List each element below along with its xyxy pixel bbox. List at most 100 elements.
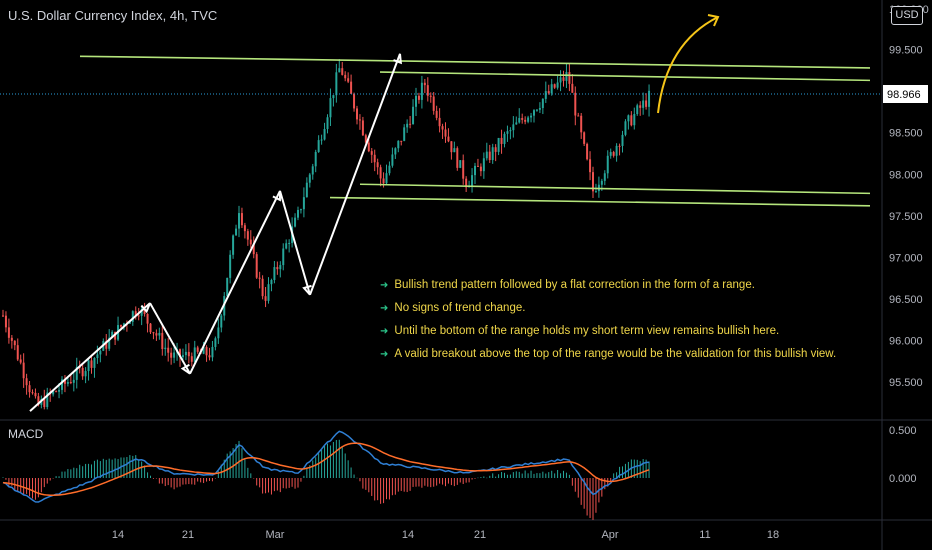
macd-histogram-bar — [253, 478, 255, 479]
macd-histogram-bar — [589, 478, 591, 518]
candle-body — [229, 254, 232, 278]
macd-histogram-bar — [622, 466, 623, 478]
macd-histogram-bar — [450, 478, 452, 486]
macd-histogram-bar — [203, 478, 205, 484]
macd-histogram-bar — [200, 478, 202, 483]
macd-histogram-bar — [456, 478, 458, 485]
macd-histogram-bar — [20, 478, 22, 493]
candle-body — [326, 117, 329, 130]
candle-body — [305, 182, 308, 198]
macd-histogram-bar — [368, 478, 370, 493]
macd-histogram-bar — [388, 478, 390, 500]
macd-histogram-bar — [329, 445, 331, 478]
candle-body — [279, 265, 282, 270]
candle-body — [193, 347, 196, 362]
candle-body — [69, 382, 72, 384]
macd-histogram-bar — [262, 478, 264, 494]
candle-body — [559, 77, 562, 83]
currency-badge[interactable]: USD — [891, 6, 923, 25]
macd-histogram-bar — [447, 478, 449, 484]
macd-histogram-bar — [176, 478, 178, 488]
macd-histogram-bar — [465, 478, 467, 483]
candle-body — [527, 117, 530, 122]
macd-histogram-bar — [150, 475, 151, 478]
candle-body — [214, 338, 217, 347]
candle-body — [238, 213, 240, 229]
macd-histogram-bar — [170, 478, 172, 488]
macd-histogram-bar — [217, 471, 219, 478]
macd-histogram-bar — [347, 460, 349, 478]
candle-body — [642, 100, 645, 108]
candle-body — [4, 315, 7, 328]
candle-body — [226, 277, 229, 297]
macd-histogram-bar — [173, 478, 175, 490]
macd-histogram-bar — [394, 478, 396, 495]
candle-body — [453, 148, 456, 153]
macd-histogram-bar — [11, 478, 13, 486]
candle-body — [379, 167, 382, 179]
macd-histogram-bar — [5, 478, 7, 480]
candle-body — [285, 243, 288, 249]
candle-body — [388, 165, 391, 174]
trend-arrow-segment — [309, 53, 401, 296]
macd-histogram-bar — [250, 473, 252, 478]
macd-histogram-bar — [291, 478, 293, 487]
macd-histogram-bar — [616, 472, 618, 478]
macd-histogram-bar — [256, 478, 258, 486]
macd-histogram-bar — [480, 477, 482, 478]
candle-body — [497, 137, 500, 152]
candle-body — [586, 143, 589, 160]
candle-body — [120, 325, 122, 327]
macd-histogram-bar — [270, 478, 272, 495]
candle-body — [556, 82, 559, 88]
macd-histogram-bar — [492, 473, 494, 478]
macd-histogram-bar — [430, 478, 432, 488]
range-line — [329, 196, 871, 207]
macd-histogram-bar — [241, 448, 243, 478]
macd-histogram-bar — [645, 459, 647, 478]
candle-body — [447, 136, 450, 142]
macd-histogram-bar — [557, 469, 559, 478]
candle-body — [46, 392, 49, 407]
candle-body — [645, 100, 648, 107]
candle-body — [485, 151, 488, 159]
candle-body — [500, 137, 503, 144]
macd-histogram-bar — [350, 467, 352, 478]
candle-body — [356, 108, 358, 120]
candle-body — [630, 115, 633, 126]
macd-histogram-bar — [29, 478, 31, 497]
candle-body — [533, 110, 535, 116]
candle-body — [603, 173, 606, 181]
macd-histogram-bar — [164, 478, 166, 487]
macd-histogram-bar — [468, 478, 470, 483]
candle-body — [270, 279, 273, 285]
candle-body — [474, 165, 476, 176]
macd-histogram-bar — [185, 478, 187, 485]
macd-histogram-bar — [397, 478, 399, 492]
macd-histogram-bar — [64, 471, 66, 478]
arrow-right-icon: ➜ — [380, 303, 389, 314]
x-tick-label: 21 — [474, 529, 486, 541]
candle-body — [612, 152, 615, 156]
arrow-head-icon — [140, 302, 151, 314]
macd-histogram-bar — [67, 469, 69, 478]
candle-body — [367, 142, 370, 152]
candle-body — [314, 151, 317, 167]
annotation-note-3: ➜ Until the bottom of the range holds my … — [380, 325, 850, 337]
macd-histogram-bar — [315, 457, 317, 478]
macd-histogram-bar — [209, 478, 210, 481]
x-tick-label: 14 — [402, 529, 414, 541]
macd-histogram-bar — [486, 477, 488, 479]
macd-histogram-bar — [459, 478, 461, 483]
candle-body — [524, 119, 527, 122]
macd-histogram-bar — [371, 478, 373, 496]
macd-histogram-bar — [73, 467, 75, 478]
candle-body — [456, 148, 459, 168]
macd-histogram-bar — [273, 478, 275, 492]
candle-body — [515, 122, 518, 125]
macd-histogram-bar — [406, 478, 408, 493]
candle-body — [155, 333, 158, 336]
macd-histogram-bar — [412, 478, 414, 487]
candle-body — [276, 267, 279, 270]
macd-histogram-bar — [445, 478, 446, 487]
